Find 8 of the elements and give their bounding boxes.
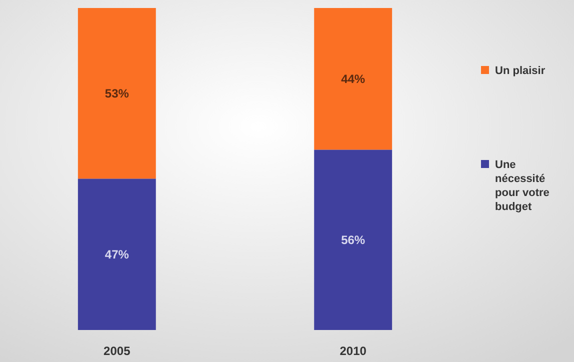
data-label: 44% xyxy=(341,72,366,86)
x-tick-label: 2010 xyxy=(340,344,367,358)
legend-label: Une nécessité pour votre budget xyxy=(495,159,550,213)
data-label: 53% xyxy=(104,86,130,100)
data-label: 47% xyxy=(104,247,130,262)
data-label: 56% xyxy=(341,232,366,247)
x-tick-label: 2005 xyxy=(104,344,131,358)
legend-label: Un plaisir xyxy=(495,65,546,77)
